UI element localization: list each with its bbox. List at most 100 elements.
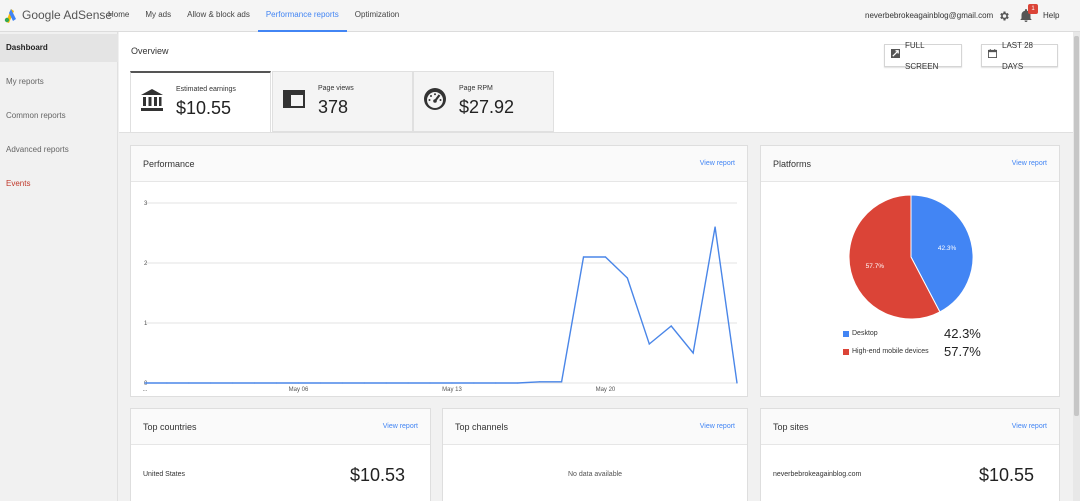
- card-title: Top sites: [773, 422, 809, 432]
- nav-my-ads[interactable]: My ads: [145, 10, 172, 19]
- data-point: [319, 382, 322, 384]
- nav-home[interactable]: Home: [108, 10, 130, 19]
- site-earnings: $10.55: [979, 465, 1035, 485]
- data-point: [451, 382, 453, 384]
- bank-icon: [140, 88, 164, 112]
- kpi-label: Page views: [318, 85, 354, 92]
- card-header: Top channels View report: [443, 409, 747, 445]
- x-tick-label: May 13: [442, 387, 462, 393]
- full-screen-button[interactable]: FULL SCREEN: [884, 41, 962, 71]
- kpi-page-views[interactable]: Page views 378: [272, 71, 413, 132]
- adsense-logo-icon: [4, 7, 18, 23]
- view-report-link[interactable]: View report: [699, 160, 735, 167]
- main-nav: Home My ads Allow & block ads Performanc…: [100, 0, 407, 32]
- y-tick-label: 0: [144, 381, 148, 387]
- data-point: [144, 382, 146, 384]
- card-header: Top countries View report: [131, 409, 430, 445]
- data-point: [429, 382, 431, 384]
- y-tick-label: 3: [144, 201, 148, 207]
- legend-label: High-end mobile devices: [852, 348, 929, 355]
- account-email[interactable]: neverbebrokeagainblog@gmail.com: [865, 11, 994, 20]
- data-point: [670, 325, 672, 327]
- performance-line-chart: 0 1 2 3... May 06 May 13 May 20: [142, 201, 738, 393]
- scrollbar-thumb[interactable]: [1074, 36, 1079, 416]
- data-point: [188, 382, 190, 384]
- performance-card: Performance View report 0 1 2 3... May 06 May…: [130, 145, 748, 397]
- pie-slice-label: 57.7%: [866, 263, 885, 270]
- sidebar-item-my-reports[interactable]: My reports: [6, 77, 44, 86]
- card-header: Performance View report: [131, 146, 747, 182]
- sidebar-item-common-reports[interactable]: Common reports: [6, 111, 66, 120]
- view-report-link[interactable]: View report: [699, 423, 735, 430]
- data-point: [210, 382, 212, 384]
- data-point: [495, 382, 497, 384]
- fullscreen-icon: [891, 45, 900, 66]
- country-earnings: $10.53: [350, 465, 406, 485]
- data-point: [166, 382, 168, 384]
- kpi-label: Page RPM: [459, 85, 493, 92]
- kpi-estimated-earnings[interactable]: Estimated earnings $10.55: [130, 71, 271, 132]
- top-channels-card: Top channels View report No data availab…: [442, 408, 748, 501]
- data-point: [341, 382, 343, 384]
- earnings-series-line: [145, 226, 738, 384]
- view-report-link[interactable]: View report: [1011, 160, 1047, 167]
- data-point: [648, 343, 650, 345]
- legend-swatch: [843, 330, 849, 337]
- kpi-value: $10.55: [176, 98, 232, 118]
- sidebar: Dashboard My reports Common reports Adva…: [0, 32, 118, 501]
- nav-performance-reports[interactable]: Performance reports: [257, 0, 347, 32]
- platforms-pie-chart: 42.3% 57.7%: [848, 194, 974, 320]
- data-point: [560, 381, 563, 383]
- legend-value: 57.7%: [944, 344, 981, 359]
- country-name: United States: [143, 471, 186, 478]
- legend-mobile: High-end mobile devices 57.7%: [843, 344, 981, 359]
- top-countries-card: Top countries View report United States …: [130, 408, 431, 501]
- view-report-link[interactable]: View report: [1011, 423, 1047, 430]
- top-sites-card: Top sites View report neverbebrokeagainb…: [760, 408, 1060, 501]
- nav-optimization[interactable]: Optimization: [354, 10, 400, 19]
- gear-icon[interactable]: [998, 9, 1010, 21]
- notification-badge: 1: [1028, 4, 1038, 14]
- view-report-link[interactable]: View report: [382, 423, 418, 430]
- sidebar-item-dashboard[interactable]: Dashboard: [0, 34, 118, 62]
- legend-label: Desktop: [852, 330, 878, 337]
- card-header: Platforms View report: [761, 146, 1059, 182]
- data-point: [604, 256, 607, 258]
- adsense-logo[interactable]: Google AdSense: [4, 7, 112, 23]
- x-tick-label: ...: [142, 387, 147, 393]
- site-name: neverbebrokeagainblog.com: [773, 471, 862, 478]
- date-range-button[interactable]: LAST 28 DAYS: [981, 41, 1058, 71]
- date-range-label: LAST 28 DAYS: [1002, 40, 1033, 71]
- card-header: Top sites View report: [761, 409, 1059, 445]
- y-tick-label: 2: [144, 261, 148, 267]
- calendar-icon: [988, 45, 997, 66]
- data-point: [407, 382, 409, 384]
- pie-slice: [910, 194, 974, 313]
- help-link[interactable]: Help: [1043, 11, 1060, 20]
- app-name: Google AdSense: [22, 8, 113, 22]
- page-icon: [282, 87, 306, 111]
- legend-desktop: Desktop 42.3%: [843, 326, 981, 341]
- card-title: Platforms: [773, 159, 812, 169]
- kpi-value: $27.92: [459, 97, 515, 117]
- data-point: [539, 381, 541, 383]
- data-point: [473, 382, 475, 384]
- kpi-page-rpm[interactable]: Page RPM $27.92: [413, 71, 554, 132]
- legend-value: 42.3%: [944, 326, 981, 341]
- data-point: [254, 382, 256, 384]
- main-content: Overview FULL SCREEN LAST 28 DAYS Estima…: [119, 32, 1073, 501]
- card-title: Performance: [143, 159, 195, 169]
- full-screen-label: FULL SCREEN: [905, 40, 939, 71]
- card-title: Top channels: [455, 422, 509, 432]
- top-bar: Google AdSense Home My ads Allow & block…: [0, 0, 1080, 32]
- page-scrollbar[interactable]: [1073, 32, 1080, 501]
- x-tick-label: May 20: [596, 387, 616, 393]
- sidebar-item-events[interactable]: Events: [6, 179, 31, 188]
- sidebar-item-advanced-reports[interactable]: Advanced reports: [6, 145, 69, 154]
- overview-panel: Overview FULL SCREEN LAST 28 DAYS Estima…: [119, 32, 1073, 133]
- overview-title: Overview: [131, 46, 169, 56]
- x-tick-label: May 06: [289, 387, 309, 393]
- nav-allow-block-ads[interactable]: Allow & block ads: [187, 10, 250, 19]
- legend-swatch: [843, 348, 849, 355]
- pie-slice-label: 42.3%: [938, 245, 957, 252]
